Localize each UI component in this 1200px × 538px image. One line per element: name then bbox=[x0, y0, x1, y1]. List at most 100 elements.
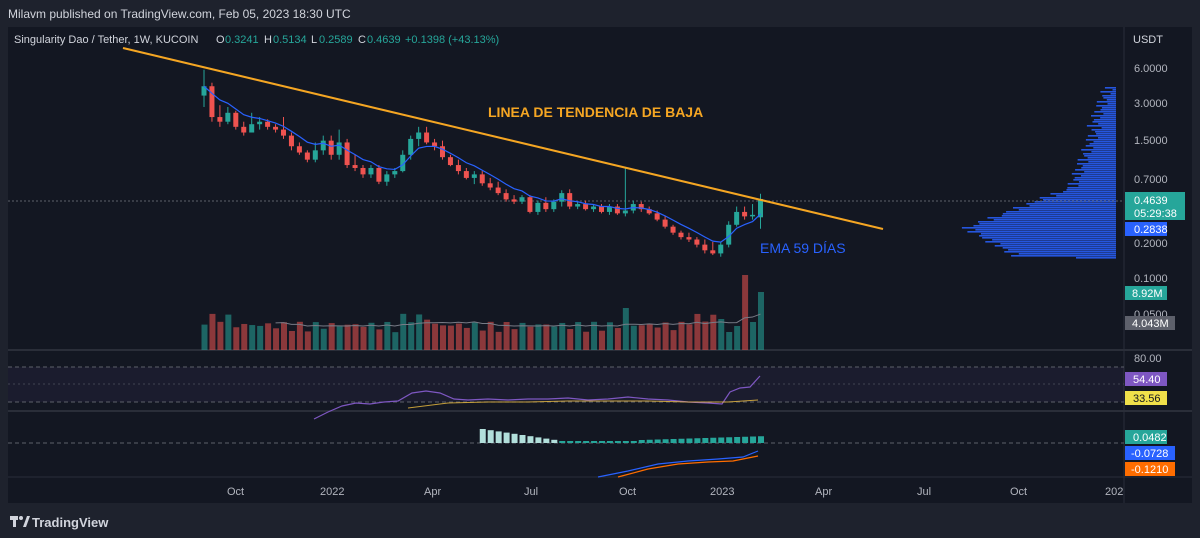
high-label: H bbox=[264, 34, 272, 46]
volume-bar bbox=[678, 321, 685, 350]
time-tick: Jul bbox=[524, 486, 538, 498]
volume-profile-row bbox=[987, 217, 1116, 219]
volume-bar bbox=[527, 326, 534, 350]
macd-hist-bar bbox=[535, 437, 542, 443]
volume-profile-row bbox=[994, 245, 1116, 247]
volume-bar bbox=[241, 323, 248, 350]
macd-badge bbox=[1125, 446, 1175, 460]
ema-annotation[interactable]: EMA 59 DÍAS bbox=[760, 240, 846, 256]
volume-bar bbox=[288, 330, 295, 350]
candle-body bbox=[479, 174, 485, 184]
volume-profile-row bbox=[1088, 161, 1116, 163]
volume-profile-row bbox=[1085, 145, 1116, 147]
downtrend-line[interactable] bbox=[122, 47, 884, 230]
macd-histogram bbox=[479, 429, 764, 443]
candle-body bbox=[511, 199, 517, 202]
volume-profile-row bbox=[1000, 243, 1116, 245]
macd-signal-line bbox=[617, 455, 759, 478]
candle-body bbox=[710, 250, 716, 254]
candle-body bbox=[265, 121, 271, 127]
candle-body bbox=[694, 239, 700, 245]
candle-body bbox=[527, 197, 533, 212]
volume-profile-row bbox=[1063, 191, 1116, 193]
candle-body bbox=[400, 154, 406, 172]
candle-body bbox=[519, 197, 525, 202]
candle-body bbox=[718, 244, 724, 254]
volume-bar bbox=[447, 325, 454, 350]
candle-body bbox=[360, 167, 366, 175]
macd-hist-bar bbox=[614, 441, 621, 443]
volume-profile-row bbox=[979, 223, 1116, 225]
publish-line: Milavm published on TradingView.com, Feb… bbox=[8, 7, 351, 21]
candle-body bbox=[376, 167, 382, 182]
macd-hist-bar bbox=[591, 441, 598, 443]
volume-bar bbox=[718, 319, 725, 350]
volume-profile-row bbox=[980, 233, 1116, 235]
candle-body bbox=[559, 193, 565, 202]
candlesticks[interactable] bbox=[201, 69, 764, 257]
volume-bar bbox=[336, 326, 343, 350]
volume-profile-row bbox=[1084, 155, 1116, 157]
volume-bar bbox=[440, 325, 446, 350]
macd-hist-bar bbox=[710, 437, 717, 443]
candle-body bbox=[487, 183, 493, 188]
rsi-ma-line bbox=[407, 399, 759, 409]
trend-annotation[interactable]: LINEA DE TENDENCIA DE BAJA bbox=[488, 104, 703, 120]
macd-hist-bar bbox=[694, 438, 701, 443]
volume-bar bbox=[296, 321, 303, 350]
volume-bar bbox=[686, 324, 693, 350]
price-tick: 3.0000 bbox=[1134, 98, 1168, 110]
macd-hist-bar bbox=[575, 441, 582, 443]
rsi-line bbox=[313, 375, 761, 420]
candle-body bbox=[551, 201, 557, 210]
volume-profile-row bbox=[1091, 129, 1116, 131]
symbol-name[interactable]: Singularity Dao / Tether, 1W, KUCOIN bbox=[14, 34, 198, 46]
macd-hist-bar bbox=[758, 436, 764, 443]
volume-bar bbox=[217, 321, 224, 350]
price-axis[interactable]: USDT 6.0000 3.0000 1.5000 0.7000 0.2000 … bbox=[1133, 34, 1168, 321]
candle-body bbox=[368, 167, 374, 175]
currency-label: USDT bbox=[1133, 34, 1163, 46]
volume-profile-row bbox=[1091, 151, 1116, 153]
candle-body bbox=[686, 237, 692, 240]
candle-body bbox=[344, 142, 350, 166]
volume-profile-row bbox=[1077, 163, 1116, 165]
price-tick: 0.7000 bbox=[1134, 174, 1168, 186]
candle-body bbox=[424, 132, 430, 143]
volume-ma-line bbox=[275, 313, 761, 327]
volume-profile-row bbox=[1087, 135, 1116, 137]
candle-body bbox=[296, 146, 302, 153]
macd-hist-bar bbox=[718, 437, 725, 443]
candle-body bbox=[638, 204, 644, 210]
price-tick: 6.0000 bbox=[1134, 63, 1168, 75]
volume-bar bbox=[360, 326, 367, 350]
high-value: 0.5134 bbox=[273, 34, 307, 46]
macd-hist-bar bbox=[583, 441, 590, 443]
volume-profile-row bbox=[1071, 173, 1116, 175]
candle-body bbox=[614, 206, 620, 214]
volume-bar bbox=[614, 328, 621, 350]
volume-profile-row bbox=[1067, 183, 1116, 185]
tradingview-brand[interactable]: TradingView bbox=[32, 515, 109, 530]
chart-svg[interactable]: LINEA DE TENDENCIA DE BAJA EMA 59 DÍAS S… bbox=[8, 27, 1192, 503]
volume-badge bbox=[1125, 286, 1167, 300]
volume-profile-row bbox=[1018, 253, 1116, 255]
candle-body bbox=[455, 165, 461, 172]
rsi-band bbox=[8, 367, 1124, 402]
tradingview-logo-icon[interactable] bbox=[10, 514, 30, 528]
volume-bar bbox=[638, 325, 645, 350]
time-tick: Apr bbox=[815, 486, 832, 498]
volume-profile-row bbox=[1110, 93, 1116, 95]
candle-body bbox=[312, 150, 318, 160]
candle-body bbox=[288, 135, 294, 147]
volume-profile-row bbox=[1050, 193, 1116, 195]
volume-profile-row bbox=[1086, 125, 1116, 127]
macd-hist-bar bbox=[750, 436, 757, 443]
volume-profile-row bbox=[1089, 143, 1116, 145]
volume-profile-row bbox=[1081, 149, 1116, 151]
candle-body bbox=[471, 174, 477, 178]
volume-profile-row bbox=[1093, 119, 1116, 121]
time-axis[interactable]: Oct 2022 Apr Jul Oct 2023 Apr Jul Oct 20… bbox=[227, 486, 1123, 498]
time-tick: Oct bbox=[227, 486, 244, 498]
volume-bar bbox=[432, 323, 439, 350]
